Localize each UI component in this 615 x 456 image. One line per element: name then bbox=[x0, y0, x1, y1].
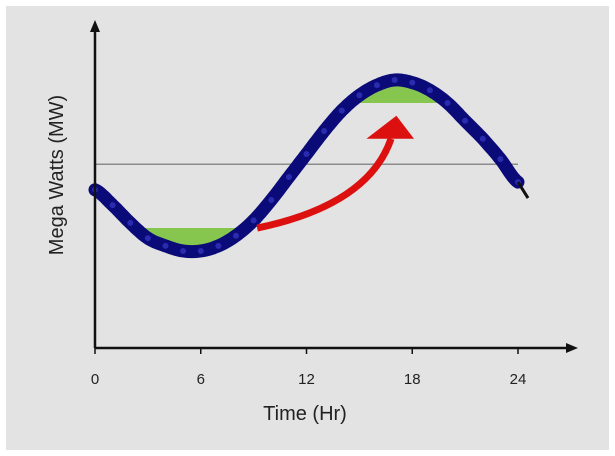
chart-panel bbox=[6, 6, 609, 450]
demand-point bbox=[268, 197, 275, 203]
demand-point bbox=[197, 248, 204, 254]
demand-point bbox=[162, 242, 169, 249]
demand-point bbox=[215, 242, 222, 249]
demand-point bbox=[391, 77, 398, 83]
demand-point bbox=[303, 151, 310, 157]
y-axis-label: Mega Watts (MW) bbox=[46, 95, 68, 255]
demand-point bbox=[338, 107, 345, 114]
load-shift-arrow bbox=[256, 115, 415, 232]
demand-point bbox=[356, 92, 363, 99]
demand-point bbox=[109, 202, 116, 209]
demand-point bbox=[426, 87, 433, 94]
demand-point bbox=[374, 82, 380, 89]
demand-point bbox=[321, 128, 328, 134]
x-tick-label: 18 bbox=[404, 371, 421, 388]
x-tick-label: 24 bbox=[510, 371, 527, 388]
demand-point bbox=[233, 232, 239, 239]
axes bbox=[90, 20, 578, 353]
demand-point bbox=[250, 217, 257, 224]
x-axis-arrowhead bbox=[566, 343, 578, 353]
demand-point bbox=[497, 156, 504, 163]
x-tick-label: 12 bbox=[298, 371, 315, 388]
demand-point bbox=[285, 174, 292, 180]
demand-point bbox=[144, 235, 151, 242]
x-tick-label: 0 bbox=[91, 371, 99, 388]
x-tick-label: 6 bbox=[197, 371, 205, 388]
demand-point bbox=[462, 117, 469, 124]
demand-curve bbox=[88, 73, 530, 259]
demand-point bbox=[444, 100, 451, 106]
demand-point bbox=[127, 219, 134, 226]
arrow-shaft bbox=[256, 137, 395, 232]
x-tick-labels: 0 6 12 18 24 bbox=[91, 348, 527, 388]
peak-fill-band bbox=[350, 79, 447, 103]
demand-point bbox=[409, 79, 416, 86]
x-axis-label: Time (Hr) bbox=[263, 403, 347, 425]
demand-point bbox=[180, 248, 187, 254]
y-axis-arrowhead bbox=[90, 20, 100, 32]
demand-point bbox=[479, 135, 486, 142]
arrow-head bbox=[366, 115, 415, 139]
curve-tail bbox=[516, 181, 530, 199]
